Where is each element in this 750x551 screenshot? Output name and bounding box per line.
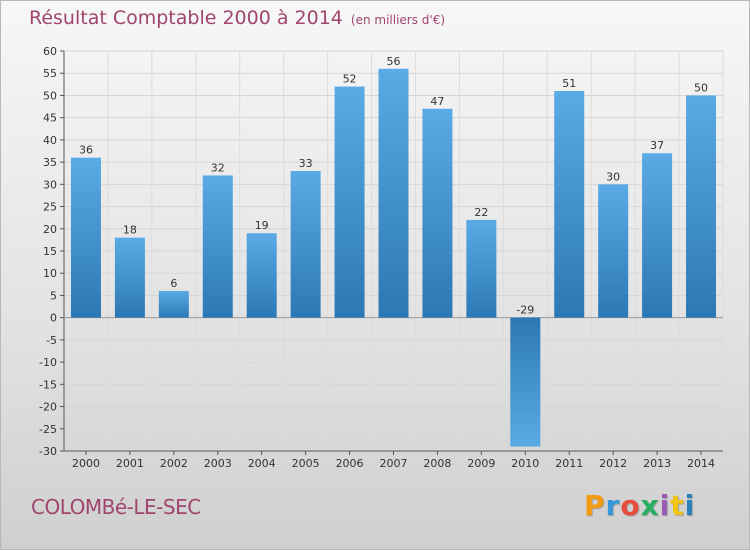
y-tick-label: 10 xyxy=(43,267,57,280)
value-label-2009: 22 xyxy=(474,206,488,219)
value-label-2001: 18 xyxy=(123,224,137,237)
logo-letter: i xyxy=(659,489,671,522)
logo-letter: i xyxy=(684,489,696,522)
y-tick-label: 20 xyxy=(43,223,57,236)
x-tick-label: 2014 xyxy=(687,457,715,470)
value-label-2013: 37 xyxy=(650,139,664,152)
bar-2008 xyxy=(422,108,453,318)
x-tick-label: 2003 xyxy=(204,457,232,470)
logo-letter: P xyxy=(584,489,606,522)
data-labels: 36 18 6 32 19 33 52 56 47 22 -29 51 30 37 50 xyxy=(79,55,708,317)
y-tick-label: -30 xyxy=(39,445,57,458)
x-tick-label: 2006 xyxy=(336,457,364,470)
value-label-2014: 50 xyxy=(694,81,708,94)
x-tick-label: 2009 xyxy=(467,457,495,470)
x-tick-label: 2008 xyxy=(423,457,451,470)
bar-2011 xyxy=(554,91,585,318)
y-tick-label: -20 xyxy=(39,401,57,414)
value-label-2000: 36 xyxy=(79,144,93,157)
x-tick-label: 2004 xyxy=(248,457,276,470)
value-label-2007: 56 xyxy=(387,55,401,68)
value-label-2008: 47 xyxy=(430,95,444,108)
y-tick-label: 5 xyxy=(50,289,57,302)
bar-2002 xyxy=(158,291,189,318)
bar-2006 xyxy=(334,86,365,318)
value-label-2003: 32 xyxy=(211,161,225,174)
y-tick-label: 0 xyxy=(50,312,57,325)
x-tick-label: 2012 xyxy=(599,457,627,470)
y-tick-label: -25 xyxy=(39,423,57,436)
y-tick-label: 40 xyxy=(43,134,57,147)
bar-2007 xyxy=(378,68,409,318)
y-tick-label: 60 xyxy=(43,45,57,58)
chart-title: Résultat Comptable 2000 à 2014 (en millie… xyxy=(29,7,445,29)
x-tick-labels: 2000 2001 2002 2003 2004 2005 2006 2007 2008 2009… xyxy=(72,457,715,470)
y-tick-label: 30 xyxy=(43,178,57,191)
value-label-2004: 19 xyxy=(255,219,269,232)
chart-unit: (en milliers d'€) xyxy=(350,13,446,27)
bars xyxy=(70,68,717,447)
bar-2001 xyxy=(114,237,145,318)
y-tick-label: 55 xyxy=(43,67,57,80)
bar-2014 xyxy=(686,95,717,318)
bar-2004 xyxy=(246,233,277,318)
x-tick-label: 2005 xyxy=(292,457,320,470)
x-tick-label: 2010 xyxy=(511,457,539,470)
logo-letter: t xyxy=(670,489,685,522)
y-tick-label: 50 xyxy=(43,89,57,102)
x-tick-label: 2002 xyxy=(160,457,188,470)
logo-letter: x xyxy=(640,489,660,522)
bar-2009 xyxy=(466,219,497,318)
x-tick-label: 2007 xyxy=(380,457,408,470)
x-tick-label: 2000 xyxy=(72,457,100,470)
x-tick-label: 2013 xyxy=(643,457,671,470)
x-tick-label: 2011 xyxy=(555,457,583,470)
value-label-2011: 51 xyxy=(562,77,576,90)
y-tick-label: 15 xyxy=(43,245,57,258)
bar-2013 xyxy=(642,153,673,318)
chart-title-text: Résultat Comptable 2000 à 2014 xyxy=(29,7,343,29)
bar-2003 xyxy=(202,175,233,318)
y-tick-label: 25 xyxy=(43,201,57,214)
proxiti-logo: Proxiti xyxy=(584,489,695,522)
bar-2005 xyxy=(290,171,321,318)
value-label-2005: 33 xyxy=(299,157,313,170)
y-tick-label: 45 xyxy=(43,112,57,125)
value-label-2002: 6 xyxy=(170,277,177,290)
value-label-2012: 30 xyxy=(606,170,620,183)
logo-letter: r xyxy=(605,489,621,522)
y-tick-label: -5 xyxy=(46,334,57,347)
bar-2010 xyxy=(510,317,541,447)
city-name: COLOMBé-LE-SEC xyxy=(31,495,201,519)
bar-2012 xyxy=(598,184,629,318)
x-tick-label: 2001 xyxy=(116,457,144,470)
y-tick-label: 35 xyxy=(43,156,57,169)
y-tick-label: -10 xyxy=(39,356,57,369)
bar-2000 xyxy=(70,157,101,318)
value-label-2006: 52 xyxy=(343,73,357,86)
value-label-2010: -29 xyxy=(516,304,534,317)
y-tick-label: -15 xyxy=(39,378,57,391)
logo-letter: o xyxy=(620,489,641,522)
y-tick-labels: 605550454035302520151050-5-10-15-20-25-3… xyxy=(39,45,57,458)
